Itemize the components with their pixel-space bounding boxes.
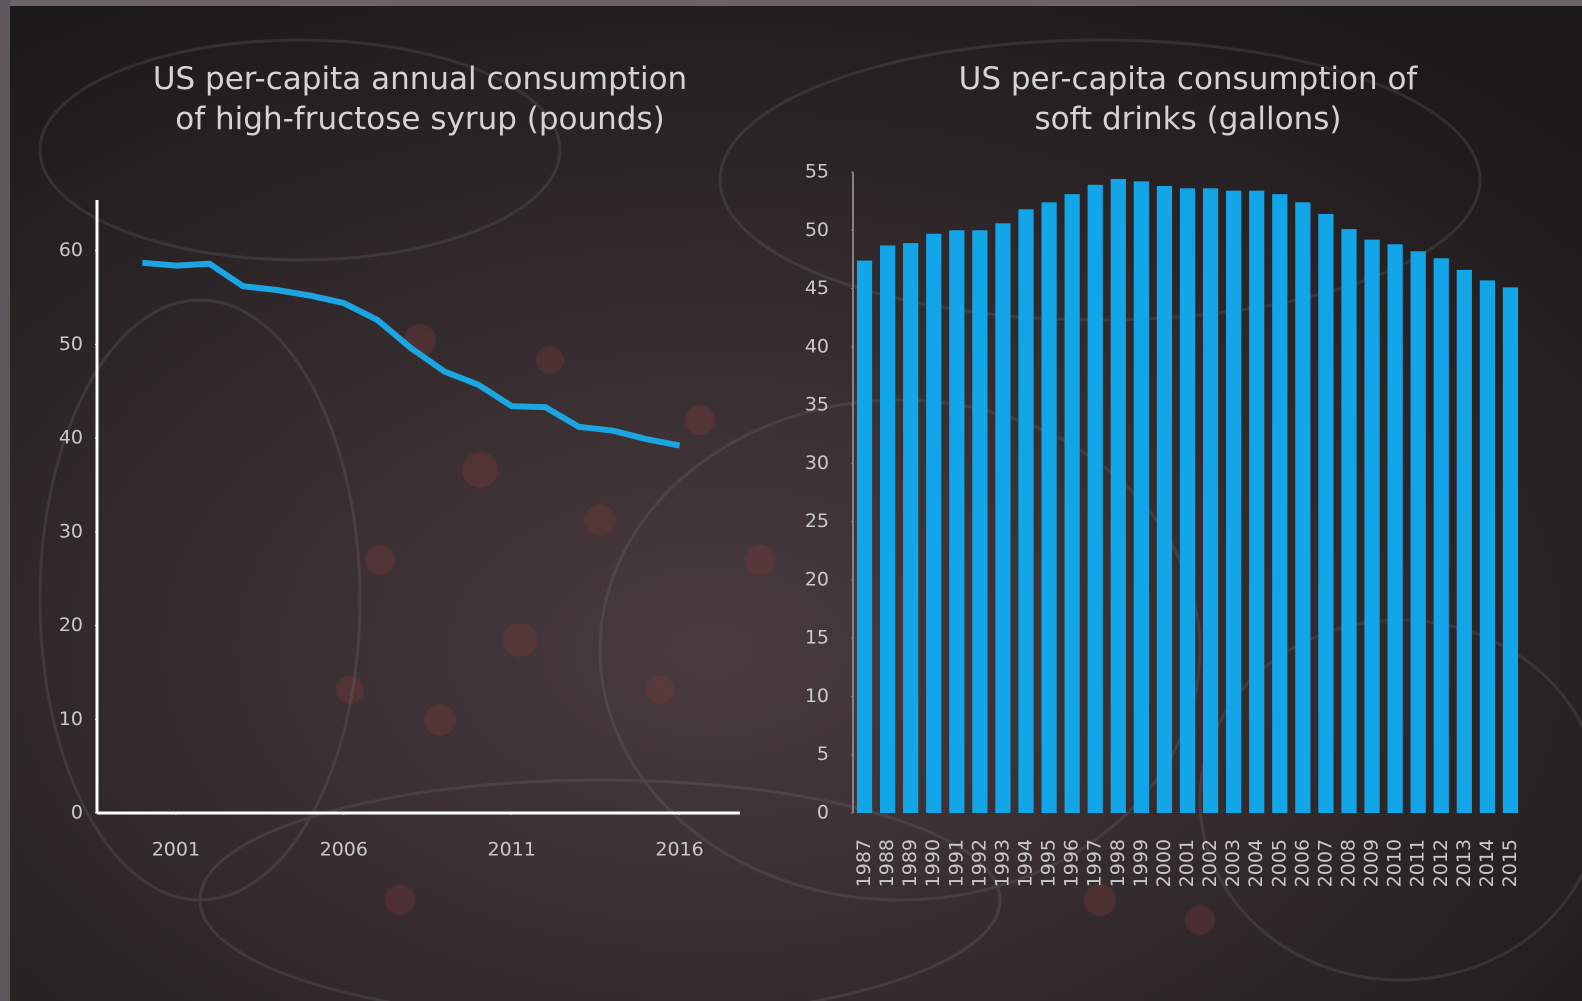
y-tick-label: 5: [817, 743, 829, 765]
bar: [1387, 244, 1403, 813]
x-tick-label: 1991: [945, 839, 967, 887]
y-tick-label: 0: [817, 802, 829, 824]
bar: [1502, 287, 1519, 813]
y-tick-label: 10: [805, 685, 829, 707]
bar: [1364, 239, 1380, 813]
x-tick-label: 2014: [1476, 839, 1498, 887]
y-tick-label: 35: [805, 394, 829, 416]
y-tick-label: 10: [59, 708, 83, 730]
bar: [1318, 213, 1334, 813]
chart-title: US per-capita consumption of soft drinks …: [959, 61, 1419, 137]
x-tick-label: 2009: [1361, 839, 1383, 887]
y-tick-label: 50: [59, 333, 83, 355]
x-tick-label: 2005: [1268, 839, 1290, 887]
y-tick-label: 40: [59, 427, 83, 449]
y-tick-label: 20: [59, 614, 83, 636]
bar: [1179, 188, 1196, 814]
bar: [856, 260, 873, 813]
bar: [1156, 185, 1173, 813]
y-tick-label: 40: [805, 335, 829, 357]
x-tick-label: 1989: [899, 839, 921, 887]
x-tick-label: 2002: [1199, 839, 1221, 887]
y-tick-label: 50: [805, 219, 829, 241]
bar: [1479, 280, 1496, 813]
x-tick-label: 1994: [1015, 839, 1037, 887]
bar: [1110, 178, 1126, 813]
x-tick-label: 2008: [1337, 839, 1359, 887]
bar: [1087, 184, 1103, 813]
bar: [903, 243, 919, 814]
x-tick-label: 2013: [1453, 839, 1475, 887]
bar: [879, 245, 896, 813]
background-decoration: [336, 324, 1215, 935]
x-tick-label: 2001: [152, 839, 200, 861]
x-tick-label: 2000: [1153, 839, 1175, 887]
x-tick-label: 1996: [1061, 839, 1083, 887]
bar: [1226, 190, 1242, 813]
y-tick-label: 20: [805, 568, 829, 590]
bar: [1064, 194, 1080, 814]
y-tick-label: 55: [805, 161, 829, 183]
y-tick-label: 30: [59, 520, 83, 542]
x-tick-label: 2004: [1245, 839, 1267, 887]
bar: [949, 230, 965, 814]
bar: [1202, 188, 1219, 814]
x-tick-label: 2003: [1222, 839, 1244, 887]
x-tick-label: 1999: [1130, 839, 1152, 887]
x-tick-label: 1998: [1107, 839, 1129, 887]
x-tick-label: 1990: [922, 839, 944, 887]
x-tick-label: 1988: [876, 839, 898, 887]
bar: [972, 230, 988, 814]
y-tick-label: 60: [59, 239, 83, 261]
bar: [1456, 269, 1472, 813]
x-tick-label: 1997: [1084, 839, 1106, 887]
y-tick-label: 25: [805, 510, 829, 532]
chart-title: US per-capita annual consumption of high-…: [153, 61, 687, 137]
y-tick-label: 30: [805, 452, 829, 474]
x-tick-label: 2001: [1176, 839, 1198, 887]
x-tick-label: 1995: [1038, 839, 1060, 887]
x-tick-label: 1993: [991, 839, 1013, 887]
top-strip: [0, 0, 1582, 6]
bar: [1295, 202, 1311, 813]
left-strip: [0, 0, 10, 1001]
data-line: [142, 259, 681, 449]
x-tick-label: 2010: [1384, 839, 1406, 887]
x-tick-label: 2012: [1430, 839, 1452, 887]
bar: [995, 223, 1011, 813]
x-tick-label: 2007: [1314, 839, 1336, 887]
bar: [1133, 181, 1149, 814]
x-tick-label: 2011: [487, 839, 535, 861]
bar: [1410, 251, 1426, 813]
x-tick-label: 2011: [1407, 839, 1429, 887]
x-tick-label: 2015: [1499, 839, 1521, 887]
x-tick-label: 2006: [1291, 839, 1313, 887]
x-tick-label: 1992: [968, 839, 990, 887]
bar: [1341, 229, 1357, 813]
bar: [1018, 209, 1034, 813]
bar: [1272, 194, 1288, 814]
bar: [1041, 202, 1057, 813]
x-tick-label: 1987: [853, 839, 875, 887]
x-tick-label: 2016: [655, 839, 703, 861]
y-tick-label: 15: [805, 627, 829, 649]
bar: [926, 233, 942, 813]
bar: [1249, 190, 1265, 813]
y-tick-label: 0: [71, 802, 83, 824]
x-tick-label: 2006: [320, 839, 368, 861]
y-tick-label: 45: [805, 277, 829, 299]
bar: [1433, 258, 1449, 813]
